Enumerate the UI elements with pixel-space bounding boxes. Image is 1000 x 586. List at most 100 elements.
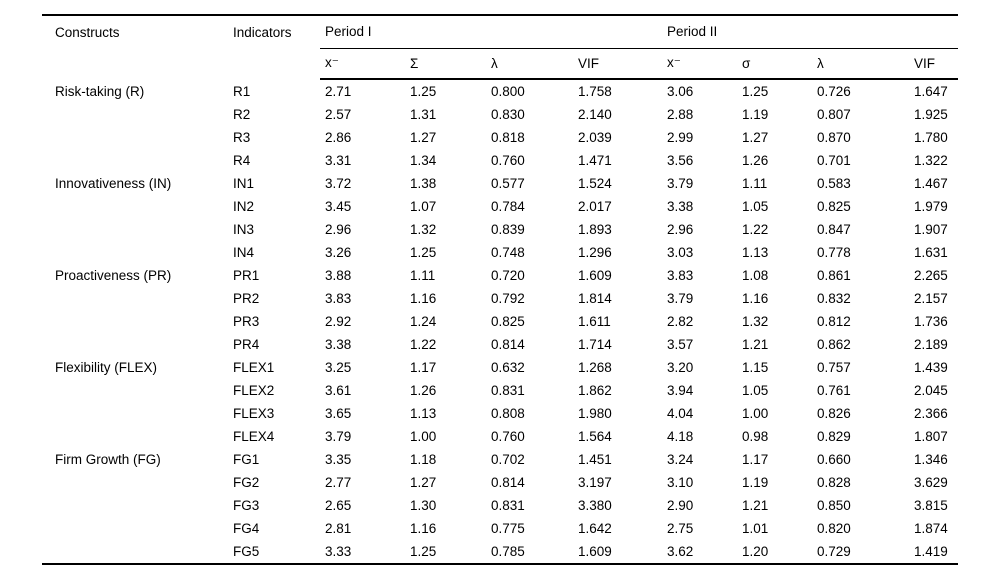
col-header-p2-sigma: σ [737,48,813,80]
value-cell: 1.05 [742,383,769,398]
value-cell: 1.980 [578,406,612,421]
value-cell: 1.27 [410,130,437,145]
table-row: FLEX2 3.61 1.26 0.831 1.862 3.94 1.05 0.761 2.04… [42,379,958,402]
value-cell: 1.24 [410,314,437,329]
value-cell: 1.925 [914,107,948,122]
value-cell: 0.729 [812,540,910,565]
indicator-cell: PR4 [233,337,260,352]
value-cell: 4.04 [667,406,694,421]
value-cell: 0.720 [491,268,525,283]
value-cell: 2.265 [914,268,948,283]
value-cell: 1.11 [410,268,436,283]
value-cell: 2.57 [325,107,352,122]
value-cell: 1.32 [742,314,769,329]
value-cell: 2.90 [667,498,694,513]
value-cell: 1.467 [914,176,948,191]
value-cell: 2.366 [914,406,948,421]
value-cell: 0.830 [491,107,525,122]
value-cell: 0.829 [817,429,851,444]
value-cell: 1.26 [410,383,437,398]
value-cell: 0.792 [491,291,525,306]
table-row: FG5 3.33 1.25 0.785 1.609 3.62 1.20 0.729 1.419 [42,540,959,565]
value-cell: 3.33 [320,540,405,565]
value-cell: 2.65 [325,498,352,513]
value-cell: 2.92 [325,314,352,329]
construct-cell [42,494,230,517]
value-cell: 3.25 [325,360,352,375]
value-cell: 1.27 [410,475,437,490]
value-cell: 1.19 [742,107,769,122]
value-cell: 1.07 [410,199,437,214]
indicator-cell: FLEX1 [233,360,275,375]
construct-cell [42,517,230,540]
table-row: FLEX3 3.65 1.13 0.808 1.980 4.04 1.00 0.826 2.36… [42,402,958,425]
value-cell: 0.839 [491,222,525,237]
value-cell: 0.825 [817,199,851,214]
table-row: Proactiveness (PR) PR1 3.88 1.11 0.720 1.609 3… [42,264,958,287]
col-header-constructs: Constructs [42,14,230,79]
value-cell: 1.979 [914,199,948,214]
indicator-cell: R3 [233,130,251,145]
value-cell: 1.17 [410,360,437,375]
col-header-p2-lambda: λ [812,48,910,80]
indicator-cell: IN2 [233,199,255,214]
value-cell: 1.22 [410,337,437,352]
construct-cell [42,195,230,218]
table-row: IN3 2.96 1.32 0.839 1.893 2.96 1.22 0.847 1.907 [42,218,958,241]
value-cell: 3.38 [325,337,352,352]
indicator-cell: FLEX4 [233,429,275,444]
construct-cell: Flexibility (FLEX) [55,360,158,375]
table-row: Innovativeness (IN) IN1 3.72 1.38 0.577 1.524… [42,172,958,195]
table-row: IN4 3.26 1.25 0.748 1.296 3.03 1.13 0.778 1.631 [42,241,958,264]
value-cell: 1.807 [914,429,948,444]
value-cell: 2.96 [667,222,694,237]
value-cell: 3.38 [667,199,694,214]
col-header-p1-mean: x⁻ [320,48,405,80]
value-cell: 0.726 [817,84,851,99]
value-cell: 2.75 [667,521,694,536]
value-cell: 1.32 [410,222,437,237]
value-cell: 0.701 [817,153,851,168]
value-cell: 1.439 [914,360,948,375]
table-row: PR3 2.92 1.24 0.825 1.611 2.82 1.32 0.812 1.736 [42,310,958,333]
value-cell: 3.79 [325,429,352,444]
col-header-p2-mean: x⁻ [662,48,738,80]
value-cell: 0.847 [817,222,851,237]
value-cell: 1.18 [410,452,437,467]
value-cell: 1.862 [578,383,612,398]
construct-cell [42,241,230,264]
value-cell: 1.16 [742,291,769,306]
table-row: PR4 3.38 1.22 0.814 1.714 3.57 1.21 0.862 2.189 [42,333,958,356]
table-row: Firm Growth (FG) FG1 3.35 1.18 0.702 1.451 3.2… [42,448,958,471]
indicator-cell: IN3 [233,222,255,237]
indicator-cell: FG5 [230,540,320,565]
value-cell: 0.818 [491,130,525,145]
indicator-cell: FG2 [233,475,260,490]
indicator-cell: FG3 [233,498,260,513]
value-cell: 2.81 [325,521,352,536]
value-cell: 1.30 [410,498,437,513]
construct-cell: Innovativeness (IN) [55,176,172,191]
value-cell: 0.760 [491,429,525,444]
construct-cell [42,218,230,241]
table-row: FLEX4 3.79 1.00 0.760 1.564 4.18 0.98 0.829 1.80… [42,425,958,448]
col-group-period2: Period II [662,14,959,49]
indicator-cell: IN1 [233,176,255,191]
indicator-cell: R2 [233,107,251,122]
header-row-stats: x⁻ Σ λ VIF x⁻ σ λ VIF [42,48,959,80]
value-cell: 0.826 [817,406,851,421]
value-cell: 1.642 [578,521,612,536]
value-cell: 1.13 [410,406,437,421]
table-row: R4 3.31 1.34 0.760 1.471 3.56 1.26 0.701 1.322 [42,149,958,172]
table-row: PR2 3.83 1.16 0.792 1.814 3.79 1.16 0.832 2.157 [42,287,958,310]
value-cell: 3.65 [325,406,352,421]
col-group-period1: Period I [320,14,663,49]
value-cell: 3.380 [578,498,612,513]
construct-cell [42,471,230,494]
value-cell: 1.758 [578,84,612,99]
value-cell: 2.86 [325,130,352,145]
value-cell: 3.62 [662,540,738,565]
value-cell: 0.702 [491,452,525,467]
construct-cell [42,402,230,425]
